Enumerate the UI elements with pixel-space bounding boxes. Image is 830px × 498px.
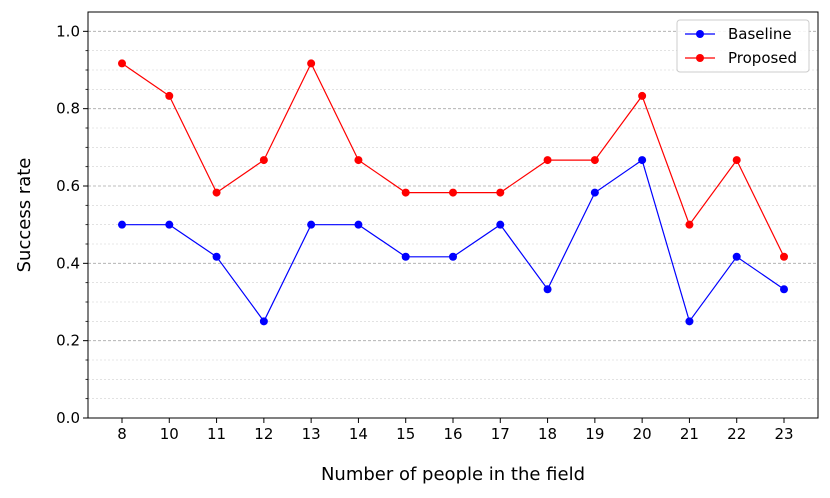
x-tick-label: 16 xyxy=(443,425,462,443)
data-point-baseline xyxy=(543,285,552,294)
y-tick-label: 0.4 xyxy=(56,254,80,272)
series-lines xyxy=(118,59,788,326)
x-tick-label: 19 xyxy=(585,425,604,443)
grid-lines xyxy=(88,30,818,419)
x-tick-label: 22 xyxy=(727,425,746,443)
x-tick-label: 10 xyxy=(160,425,179,443)
data-point-baseline xyxy=(685,317,694,326)
data-point-proposed xyxy=(590,156,599,165)
x-axis-title: Number of people in the field xyxy=(321,464,585,485)
x-tick-label: 14 xyxy=(349,425,368,443)
data-point-baseline xyxy=(307,220,316,229)
data-point-proposed xyxy=(685,220,694,229)
x-tick-label: 8 xyxy=(117,425,127,443)
data-point-proposed xyxy=(449,188,457,197)
y-tick-label: 0.8 xyxy=(56,100,80,118)
data-point-baseline xyxy=(780,285,788,294)
data-point-baseline xyxy=(354,220,363,229)
x-axis: 8 10 11 12 13 14 15 16 17 18 19 20 21 22 23 xyxy=(117,418,794,443)
data-point-baseline xyxy=(590,188,599,197)
legend-label-baseline: Baseline xyxy=(728,25,792,43)
data-point-baseline xyxy=(732,252,741,261)
y-tick-label: 0.2 xyxy=(56,332,80,350)
x-tick-label: 23 xyxy=(774,425,793,443)
data-point-proposed xyxy=(259,156,268,165)
x-tick-label: 17 xyxy=(491,425,510,443)
data-point-proposed xyxy=(307,59,316,68)
data-point-baseline xyxy=(496,220,505,229)
y-axis: 0.0 0.2 0.4 0.6 0.8 1.0 xyxy=(56,22,88,427)
plot-frame xyxy=(87,11,819,419)
series-line-proposed xyxy=(121,62,785,258)
legend-box xyxy=(676,19,810,73)
legend-marker-proposed xyxy=(696,54,704,62)
y-tick-label: 0.6 xyxy=(56,177,80,195)
data-point-baseline xyxy=(259,317,268,326)
y-axis-title: Success rate xyxy=(14,158,35,273)
x-tick-label: 12 xyxy=(254,425,273,443)
data-point-baseline xyxy=(449,252,457,261)
y-tick-label: 0.0 xyxy=(56,409,80,427)
x-tick-label: 15 xyxy=(396,425,415,443)
data-point-proposed xyxy=(354,156,363,165)
data-point-proposed xyxy=(401,188,410,197)
x-tick-label: 21 xyxy=(680,425,699,443)
legend-marker-baseline xyxy=(696,30,704,38)
data-point-proposed xyxy=(212,188,221,197)
legend: Baseline Proposed xyxy=(676,19,810,73)
x-tick-label: 18 xyxy=(538,425,557,443)
data-point-proposed xyxy=(496,188,505,197)
data-point-baseline xyxy=(638,156,647,165)
data-point-baseline xyxy=(212,252,221,261)
data-point-proposed xyxy=(780,252,788,261)
data-point-baseline xyxy=(165,220,174,229)
data-point-proposed xyxy=(732,156,741,165)
legend-label-proposed: Proposed xyxy=(728,49,797,67)
series-line-baseline xyxy=(122,159,785,323)
x-tick-label: 20 xyxy=(633,425,652,443)
data-point-proposed xyxy=(118,59,126,68)
y-tick-label: 1.0 xyxy=(56,22,80,40)
data-point-proposed xyxy=(638,91,647,100)
x-tick-label: 13 xyxy=(302,425,321,443)
data-point-proposed xyxy=(543,156,552,165)
data-point-baseline xyxy=(401,252,410,261)
x-tick-label: 11 xyxy=(207,425,226,443)
data-point-baseline xyxy=(118,220,126,229)
data-point-proposed xyxy=(165,91,174,100)
